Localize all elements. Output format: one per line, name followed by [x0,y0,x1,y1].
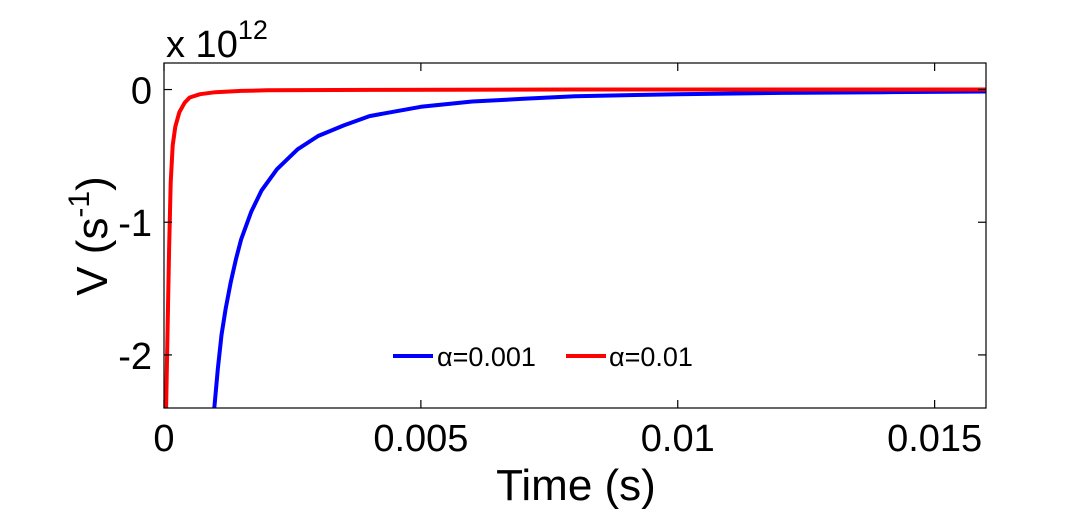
tick-layer: 0 0.005 0.01 0.015 0 -1 -2 [118,63,986,460]
y-tick-label: -2 [118,336,152,378]
legend-label-alpha-001: α=0.01 [609,342,693,372]
series-line-0 [212,89,987,409]
scale-factor-base: x 10 [166,24,238,66]
x-tick-label: 0.005 [373,418,468,460]
series-line-1 [164,87,986,409]
plot-frame [163,62,987,409]
y-axis-label-main: V (s [68,218,117,296]
x-axis-label: Time (s) [496,461,656,510]
y-axis-label-close: ) [68,176,117,191]
plot-area [164,63,986,408]
scale-factor-label: x 1012 [166,15,268,66]
y-axis-label: V (s-1) [63,176,117,296]
y-tick-label: -1 [118,203,152,245]
legend-label-alpha-0001: α=0.001 [437,342,536,372]
scale-factor-exponent: 12 [238,15,268,45]
x-tick-label: 0.015 [887,418,982,460]
legend: α=0.001 α=0.01 [393,342,693,372]
x-tick-label: 0 [153,418,174,460]
y-axis-label-exponent: -1 [63,191,96,218]
series-layer [164,87,987,409]
y-tick-label: 0 [131,71,152,113]
x-tick-label: 0.01 [641,418,715,460]
